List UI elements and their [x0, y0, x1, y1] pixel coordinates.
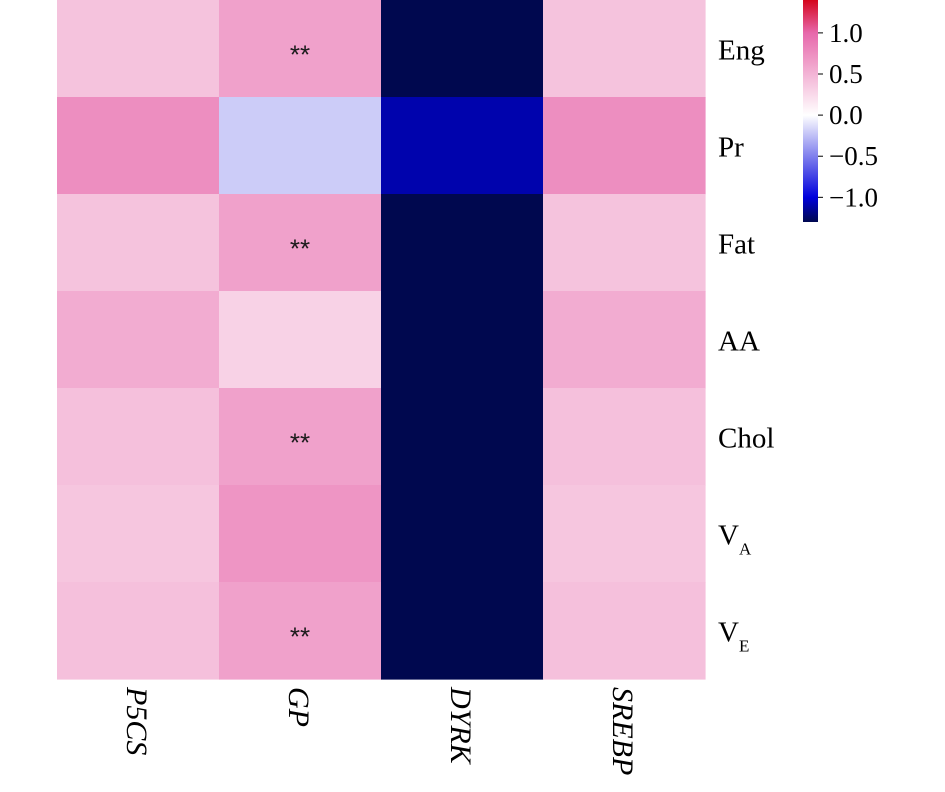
heatmap-cell: [219, 194, 382, 292]
heatmap-cell: [543, 291, 706, 389]
heatmap-cell: [219, 291, 382, 389]
column-labels: P5CS GP DYRK SREBP: [120, 686, 639, 775]
colorbar-tick-label: −0.5: [829, 141, 878, 171]
heatmap-cell: [219, 0, 382, 98]
colorbar-tick-label: 1.0: [829, 18, 863, 48]
heatmap-cell: [381, 388, 544, 486]
column-label: P5CS: [120, 686, 153, 755]
heatmap-cell: [381, 194, 544, 292]
heatmap-cell: [57, 485, 220, 583]
row-label: Eng: [718, 35, 765, 67]
significance-marker: **: [290, 40, 310, 70]
heatmap-cell: [219, 388, 382, 486]
column-label: GP: [282, 687, 315, 727]
significance-marker: **: [290, 622, 310, 652]
heatmap-cell: [381, 291, 544, 389]
heatmap-cell: [57, 194, 220, 292]
heatmap-cell: [543, 0, 706, 98]
row-label: Pr: [718, 132, 744, 164]
heatmap-cell: [57, 291, 220, 389]
row-label: AA: [718, 326, 760, 358]
heatmap-cell: [57, 97, 220, 195]
colorbar-tick-label: 0.0: [829, 100, 863, 130]
colorbar-gradient: [803, 0, 818, 222]
heatmap-cell: [543, 485, 706, 583]
significance-marker: **: [290, 428, 310, 458]
colorbar-tick-label: 0.5: [829, 59, 863, 89]
significance-marker: **: [290, 234, 310, 264]
heatmap-cell: [381, 0, 544, 98]
colorbar-tick-label: −1.0: [829, 182, 878, 212]
row-label: Chol: [718, 423, 774, 455]
heatmap-cell: [543, 97, 706, 195]
heatmap-cells: [57, 0, 706, 680]
row-label: VA: [718, 520, 752, 559]
colorbar: 1.0 0.5 0.0 −0.5 −1.0: [803, 0, 878, 222]
heatmap-cell: [543, 582, 706, 680]
row-labels: Eng Pr Fat AA Chol VA VE: [718, 35, 774, 656]
row-label: Fat: [718, 229, 755, 261]
heatmap-cell: [57, 388, 220, 486]
column-label: DYRK: [444, 686, 477, 766]
heatmap-cell: [381, 97, 544, 195]
column-label: SREBP: [606, 687, 639, 775]
row-label: VE: [718, 617, 749, 656]
heatmap-cell: [57, 582, 220, 680]
heatmap-cell: [381, 485, 544, 583]
significance-markers: ** ** ** **: [290, 40, 310, 652]
heatmap-cell: [543, 388, 706, 486]
heatmap-cell: [57, 0, 220, 98]
heatmap-cell: [543, 194, 706, 292]
heatmap-cell: [219, 485, 382, 583]
heatmap-cell: [219, 582, 382, 680]
heatmap-cell: [219, 97, 382, 195]
heatmap-cell: [381, 582, 544, 680]
